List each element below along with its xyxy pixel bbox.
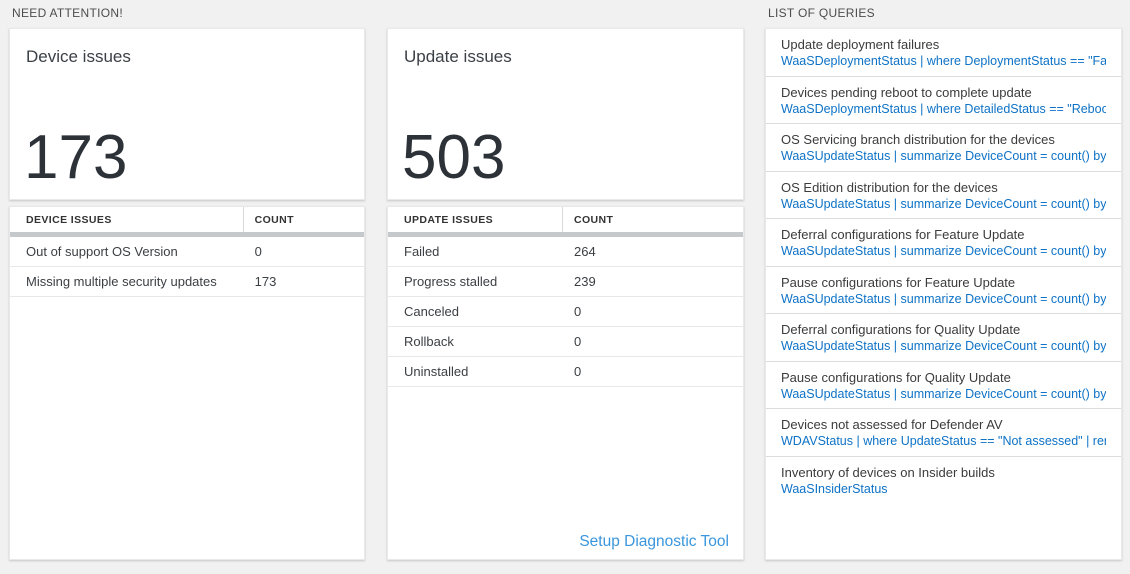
row-label: Out of support OS Version — [26, 244, 178, 259]
tile-device-issues[interactable]: Device issues 173 — [9, 28, 365, 200]
row-count: 239 — [574, 274, 596, 289]
need-attention-header-spacer — [387, 0, 744, 28]
query-title: OS Servicing branch distribution for the… — [781, 132, 1055, 147]
query-item[interactable]: Devices pending reboot to complete updat… — [766, 77, 1121, 124]
row-label: Canceled — [404, 304, 459, 319]
row-count: 173 — [254, 274, 277, 289]
row-label: Rollback — [404, 334, 454, 349]
tile-device-issues-title: Device issues — [26, 47, 131, 66]
query-item[interactable]: OS Edition distribution for the devices … — [766, 172, 1121, 219]
query-text: WaaSDeploymentStatus | where DetailedSta… — [781, 101, 1106, 116]
query-item[interactable]: Pause configurations for Quality Update … — [766, 362, 1121, 409]
query-text: WaaSUpdateStatus | summarize DeviceCount… — [781, 244, 1106, 258]
list-of-queries-header: LIST OF QUERIES — [768, 6, 875, 20]
row-count: 0 — [254, 244, 262, 259]
query-text: WaaSInsiderStatus — [781, 481, 888, 496]
query-item[interactable]: Devices not assessed for Defender AV WDA… — [766, 409, 1121, 457]
table-update-issues-header-row: UPDATE ISSUES COUNT — [388, 207, 743, 237]
query-text: WDAVStatus | where UpdateStatus == "Not … — [781, 434, 1106, 448]
table-row[interactable]: Failed 264 — [388, 237, 743, 267]
query-item[interactable]: Deferral configurations for Feature Upda… — [766, 219, 1121, 267]
table-row[interactable]: Rollback 0 — [388, 327, 743, 357]
column-header-count: COUNT — [254, 213, 294, 226]
column-header-update-issues: UPDATE ISSUES — [388, 207, 563, 232]
table-device-issues: DEVICE ISSUES COUNT Out of support OS Ve… — [9, 206, 365, 560]
query-text: WaaSUpdateStatus | summarize DeviceCount… — [781, 386, 1106, 401]
tile-update-issues-value: 503 — [402, 123, 506, 192]
setup-diagnostic-tool-link[interactable]: Setup Diagnostic Tool — [579, 533, 729, 550]
table-row[interactable]: Progress stalled 239 — [388, 267, 743, 297]
section-need-attention-col1: NEED ATTENTION! Device issues 173 DEVICE… — [9, 0, 365, 560]
query-text: WaaSUpdateStatus | summarize DeviceCount… — [781, 149, 1106, 163]
need-attention-header: NEED ATTENTION! — [12, 6, 123, 20]
query-title: Update deployment failures — [781, 37, 940, 52]
tile-update-issues[interactable]: Update issues 503 — [387, 28, 744, 200]
query-title: Inventory of devices on Insider builds — [781, 464, 995, 480]
query-title: Devices pending reboot to complete updat… — [781, 84, 1032, 100]
query-text: WaaSDeploymentStatus | where DeploymentS… — [781, 54, 1106, 68]
query-title: Devices not assessed for Defender AV — [781, 417, 1003, 432]
query-item[interactable]: Update deployment failures WaaSDeploymen… — [766, 29, 1121, 77]
row-label: Progress stalled — [404, 274, 498, 289]
query-title: Pause configurations for Quality Update — [781, 369, 1011, 385]
row-label: Uninstalled — [404, 364, 469, 379]
row-count: 0 — [574, 304, 582, 319]
query-title: Deferral configurations for Feature Upda… — [781, 227, 1025, 242]
query-text: WaaSUpdateStatus | summarize DeviceCount… — [781, 339, 1106, 353]
table-row[interactable]: Missing multiple security updates 173 — [10, 267, 364, 297]
query-item[interactable]: Deferral configurations for Quality Upda… — [766, 314, 1121, 362]
query-title: Pause configurations for Feature Update — [781, 274, 1016, 290]
table-device-issues-header-row: DEVICE ISSUES COUNT — [10, 207, 364, 237]
section-need-attention-col2: Update issues 503 UPDATE ISSUES COUNT Fa… — [387, 0, 744, 560]
row-label: Failed — [404, 244, 440, 259]
row-count: 264 — [574, 244, 596, 259]
tile-update-issues-title: Update issues — [404, 47, 512, 66]
row-count: 0 — [574, 334, 582, 349]
table-update-issues: UPDATE ISSUES COUNT Failed 264 Progress … — [387, 206, 744, 560]
table-row[interactable]: Out of support OS Version 0 — [10, 237, 364, 267]
table-row[interactable]: Canceled 0 — [388, 297, 743, 327]
section-list-of-queries: LIST OF QUERIES Update deployment failur… — [765, 0, 1122, 560]
column-header-count: COUNT — [574, 213, 614, 226]
query-item[interactable]: Inventory of devices on Insider builds W… — [766, 457, 1121, 505]
tile-device-issues-value: 173 — [24, 123, 128, 192]
query-item[interactable]: OS Servicing branch distribution for the… — [766, 124, 1121, 172]
query-text: WaaSUpdateStatus | summarize DeviceCount… — [781, 291, 1106, 306]
queries-panel: Update deployment failures WaaSDeploymen… — [765, 28, 1122, 560]
query-text: WaaSUpdateStatus | summarize DeviceCount… — [781, 196, 1106, 211]
query-title: Deferral configurations for Quality Upda… — [781, 322, 1021, 337]
column-header-device-issues: DEVICE ISSUES — [10, 207, 244, 232]
query-item[interactable]: Pause configurations for Feature Update … — [766, 267, 1121, 314]
row-count: 0 — [574, 364, 582, 379]
table-row[interactable]: Uninstalled 0 — [388, 357, 743, 387]
query-title: OS Edition distribution for the devices — [781, 179, 998, 195]
row-label: Missing multiple security updates — [26, 274, 217, 289]
